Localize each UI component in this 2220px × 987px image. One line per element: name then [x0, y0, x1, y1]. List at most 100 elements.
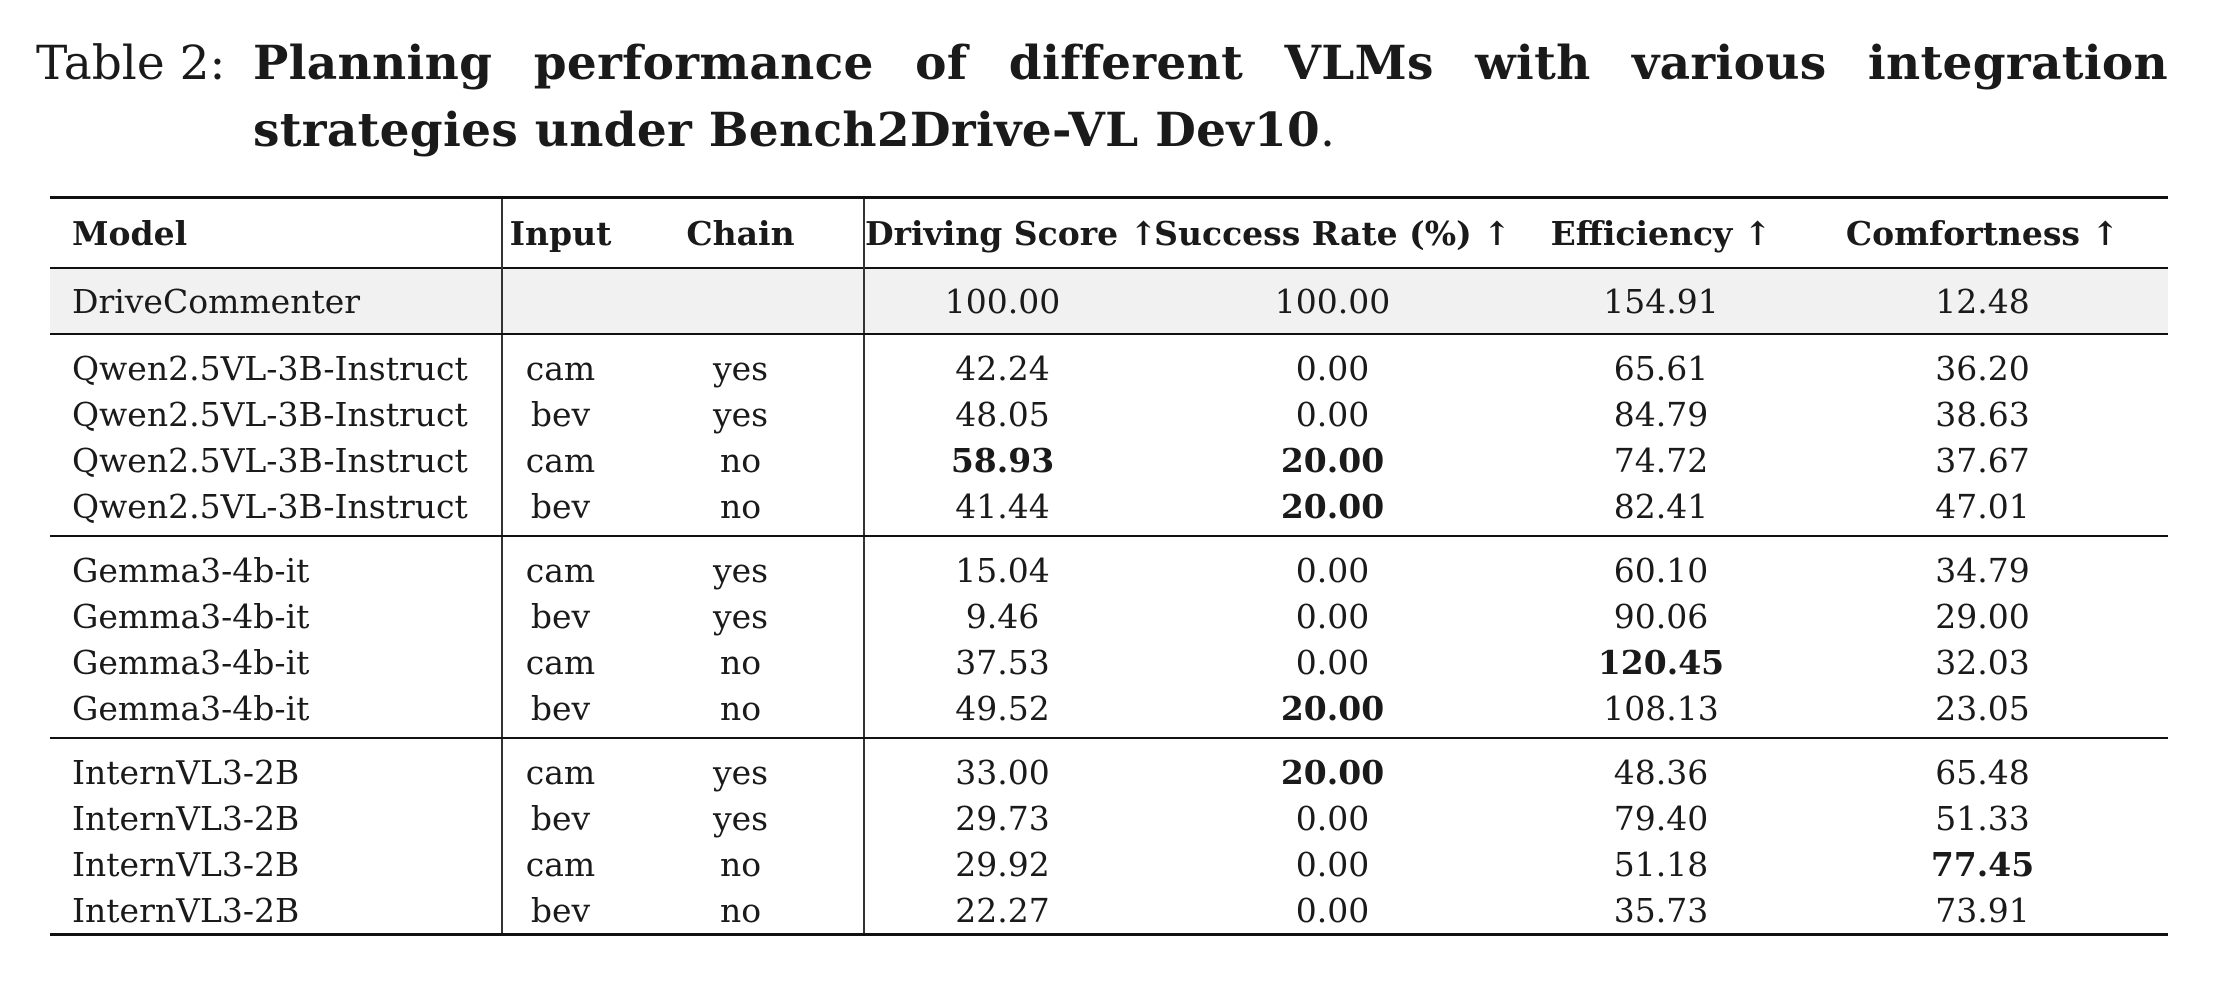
- table-row: InternVL3-2B bev no 22.27 0.00 35.73 73.…: [50, 887, 2168, 936]
- header-chain: Chain: [618, 197, 865, 268]
- cell-comfortness: 73.91: [1797, 887, 2168, 936]
- cell-driving-score: 37.53: [955, 642, 1050, 682]
- header-efficiency: Efficiency ↑: [1550, 213, 1772, 253]
- cell-chain: no: [618, 639, 865, 685]
- cell-success-rate: 0.00: [1295, 798, 1370, 838]
- cell-comfortness: 23.05: [1797, 685, 2168, 739]
- cell-efficiency: 35.73: [1525, 887, 1797, 936]
- cell-chain: no: [618, 685, 865, 739]
- caption-period: .: [1320, 103, 1336, 158]
- cell-model: Gemma3-4b-it: [50, 536, 503, 593]
- cell-success-rate-best: 20.00: [1280, 752, 1385, 792]
- cell-comfortness: 51.33: [1935, 798, 2030, 838]
- table-row: Gemma3-4b-it cam no 37.53 0.00 120.45 32…: [50, 639, 2168, 685]
- cell-input: cam: [525, 348, 596, 388]
- cell-model: InternVL3-2B: [50, 795, 503, 841]
- table-row: Gemma3-4b-it bev yes 9.46 0.00 90.06 29.…: [50, 593, 2168, 639]
- cell-model: DriveCommenter: [50, 268, 503, 335]
- cell-driving-score: 9.46: [965, 596, 1040, 636]
- cell-efficiency-best: 120.45: [1597, 642, 1725, 682]
- results-table-container: Model Input Chain Driving Score ↑ Succes…: [50, 196, 2168, 936]
- cell-comfortness: 37.67: [1935, 440, 2030, 480]
- cell-input: cam: [525, 550, 596, 590]
- cell-success-rate: 100.00: [1140, 268, 1525, 335]
- cell-chain: no: [618, 483, 865, 537]
- cell-driving-score: 15.04: [955, 550, 1050, 590]
- cell-model: Qwen2.5VL-3B-Instruct: [50, 334, 503, 391]
- cell-input: cam: [525, 844, 596, 884]
- cell-model: Gemma3-4b-it: [50, 685, 503, 739]
- cell-input: bev: [502, 483, 618, 537]
- cell-driving-score: 49.52: [864, 685, 1140, 739]
- cell-success-rate: 0.00: [1295, 394, 1370, 434]
- table-row: Gemma3-4b-it bev no 49.52 20.00 108.13 2…: [50, 685, 2168, 739]
- cell-input: cam: [525, 440, 596, 480]
- cell-model: Gemma3-4b-it: [50, 639, 503, 685]
- header-success-rate: Success Rate (%) ↑: [1154, 213, 1511, 253]
- cell-success-rate-best: 20.00: [1280, 440, 1385, 480]
- cell-success-rate-best: 20.00: [1140, 685, 1525, 739]
- cell-input: bev: [530, 798, 591, 838]
- cell-driving-score: 48.05: [955, 394, 1050, 434]
- cell-chain: yes: [618, 334, 865, 391]
- cell-chain: yes: [618, 795, 865, 841]
- cell-chain: yes: [618, 593, 865, 639]
- cell-success-rate: 0.00: [1295, 642, 1370, 682]
- cell-success-rate: 0.00: [1295, 348, 1370, 388]
- cell-model: InternVL3-2B: [50, 738, 503, 795]
- table-row: Qwen2.5VL-3B-Instruct cam yes 42.24 0.00…: [50, 334, 2168, 391]
- cell-chain: no: [618, 887, 865, 936]
- table-row: Qwen2.5VL-3B-Instruct bev yes 48.05 0.00…: [50, 391, 2168, 437]
- table-row: Qwen2.5VL-3B-Instruct bev no 41.44 20.00…: [50, 483, 2168, 537]
- cell-success-rate: 0.00: [1140, 887, 1525, 936]
- cell-comfortness: 36.20: [1935, 348, 2030, 388]
- cell-driving-score: 41.44: [864, 483, 1140, 537]
- cell-driving-score: 22.27: [864, 887, 1140, 936]
- cell-chain: yes: [618, 536, 865, 593]
- cell-input: bev: [530, 394, 591, 434]
- cell-efficiency: 65.61: [1613, 348, 1709, 388]
- cell-comfortness-best: 77.45: [1930, 844, 2035, 884]
- cell-model: Qwen2.5VL-3B-Instruct: [50, 437, 503, 483]
- cell-driving-score: 33.00: [955, 752, 1050, 792]
- cell-efficiency: 51.18: [1613, 844, 1709, 884]
- results-table: Model Input Chain Driving Score ↑ Succes…: [50, 196, 2168, 936]
- table-row: InternVL3-2B bev yes 29.73 0.00 79.40 51…: [50, 795, 2168, 841]
- cell-input: cam: [525, 752, 596, 792]
- table-row: InternVL3-2B cam no 29.92 0.00 51.18 77.…: [50, 841, 2168, 887]
- cell-chain: no: [618, 841, 865, 887]
- cell-input: bev: [502, 887, 618, 936]
- caption-text: Planning performance of different VLMs w…: [253, 30, 2168, 164]
- cell-model: Qwen2.5VL-3B-Instruct: [50, 391, 503, 437]
- table-caption: Table 2: Planning performance of differe…: [36, 30, 2168, 164]
- cell-comfortness: 34.79: [1935, 550, 2030, 590]
- cell-chain: [618, 268, 865, 335]
- cell-model: InternVL3-2B: [50, 887, 503, 936]
- cell-input: bev: [530, 596, 591, 636]
- header-row: Model Input Chain Driving Score ↑ Succes…: [50, 197, 2168, 268]
- table-row: Qwen2.5VL-3B-Instruct cam no 58.93 20.00…: [50, 437, 2168, 483]
- cell-efficiency: 90.06: [1613, 596, 1709, 636]
- cell-efficiency: 48.36: [1613, 752, 1709, 792]
- cell-success-rate: 0.00: [1295, 596, 1370, 636]
- cell-driving-score-best: 58.93: [950, 440, 1055, 480]
- cell-model: Gemma3-4b-it: [50, 593, 503, 639]
- header-driving-score: Driving Score ↑: [865, 213, 1158, 253]
- header-input: Input: [509, 213, 612, 253]
- cell-comfortness: 29.00: [1935, 596, 2030, 636]
- cell-success-rate: 0.00: [1295, 844, 1370, 884]
- cell-comfortness: 65.48: [1935, 752, 2030, 792]
- cell-success-rate: 0.00: [1295, 550, 1370, 590]
- header-model: Model: [50, 197, 503, 268]
- cell-comfortness: 12.48: [1797, 268, 2168, 335]
- cell-chain: yes: [618, 391, 865, 437]
- cell-driving-score: 29.92: [955, 844, 1050, 884]
- cell-model: Qwen2.5VL-3B-Instruct: [50, 483, 503, 537]
- cell-driving-score: 100.00: [864, 268, 1140, 335]
- cell-efficiency: 82.41: [1525, 483, 1797, 537]
- reference-row: DriveCommenter 100.00 100.00 154.91 12.4…: [50, 268, 2168, 335]
- cell-efficiency: 108.13: [1525, 685, 1797, 739]
- cell-chain: no: [618, 437, 865, 483]
- table-row: Gemma3-4b-it cam yes 15.04 0.00 60.10 34…: [50, 536, 2168, 593]
- cell-model: InternVL3-2B: [50, 841, 503, 887]
